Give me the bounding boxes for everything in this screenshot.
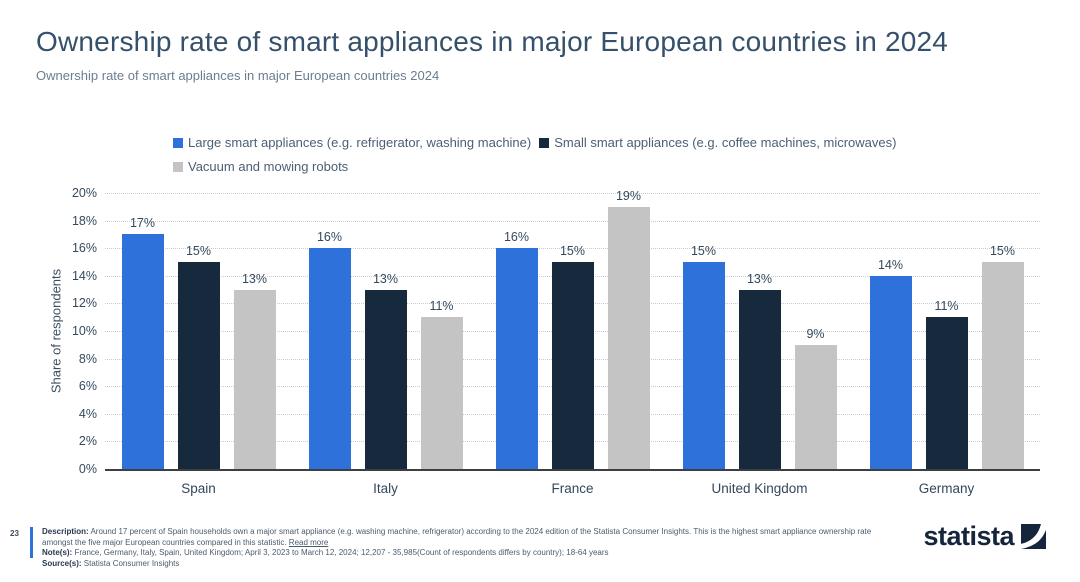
bar-group-germany: 14% 11% 15%	[853, 193, 1040, 469]
source-text: Statista Consumer Insights	[83, 558, 180, 568]
bar-value-label: 11%	[429, 299, 454, 314]
y-tick-label: 20%	[71, 186, 97, 200]
x-axis-label: Germany	[918, 481, 975, 496]
bar: 11%	[925, 299, 968, 469]
y-axis-ticks: 0% 2% 4% 6% 8% 10% 12% 14% 16% 18% 20%	[0, 186, 97, 476]
bar-group-united-kingdom: 15% 13% 9%	[666, 193, 853, 469]
legend-item-vacuum-robots: Vacuum and mowing robots	[173, 159, 348, 174]
bar-value-label: 15%	[185, 244, 212, 258]
gridline	[105, 248, 1040, 250]
legend-item-large-appliances: Large smart appliances (e.g. refrigerato…	[173, 135, 531, 150]
x-axis-label: Spain	[181, 481, 216, 496]
footer-notes: Description: Around 17 percent of Spain …	[42, 527, 887, 569]
bar: 13%	[233, 272, 276, 469]
y-tick-label: 12%	[71, 296, 97, 311]
bar-value-label: 13%	[241, 271, 268, 286]
x-axis-labels: Spain Italy France United Kingdom Germany	[105, 481, 1040, 501]
y-tick-label: 14%	[71, 268, 97, 283]
bar: 16%	[495, 230, 538, 469]
bar-value-label: 9%	[806, 326, 825, 341]
bar: 15%	[682, 244, 725, 469]
x-axis-label: France	[551, 481, 594, 496]
description-label: Description:	[42, 527, 89, 536]
y-tick-label: 0%	[78, 462, 97, 476]
y-tick-label: 4%	[78, 406, 97, 421]
y-tick-label: 18%	[71, 213, 97, 228]
legend-row: Large smart appliances (e.g. refrigerato…	[173, 135, 904, 150]
legend-label: Small smart appliances (e.g. coffee mach…	[554, 135, 897, 150]
footer-accent-bar	[30, 527, 33, 558]
note-text: France, Germany, Italy, Spain, United Ki…	[74, 548, 609, 558]
bar-value-label: 19%	[615, 188, 642, 203]
bar: 15%	[551, 244, 594, 469]
page-number: 23	[10, 529, 19, 538]
bar-group-italy: 16% 13% 11%	[292, 193, 479, 469]
bar: 19%	[607, 189, 650, 469]
bar-value-label: 15%	[989, 244, 1016, 258]
statista-wordmark: statista	[923, 521, 1014, 551]
bar-value-label: 11%	[934, 299, 959, 314]
bar-group-spain: 17% 15% 13%	[105, 193, 292, 469]
legend-swatch-gray-icon	[173, 161, 183, 172]
y-tick-label: 8%	[78, 351, 97, 366]
legend-label: Large smart appliances (e.g. refrigerato…	[188, 135, 532, 150]
bar-value-label: 15%	[559, 244, 586, 258]
y-tick-label: 10%	[71, 324, 97, 338]
y-tick-label: 6%	[78, 379, 97, 394]
note-label: Note(s):	[42, 548, 73, 558]
page-title: Ownership rate of smart appliances in ma…	[36, 26, 949, 57]
bar: 15%	[981, 244, 1024, 469]
footer-source: Source(s): Statista Consumer Insights	[42, 559, 887, 570]
bar: 16%	[308, 230, 351, 469]
bar-value-label: 17%	[129, 216, 156, 231]
page-subtitle: Ownership rate of smart appliances in ma…	[36, 68, 440, 83]
bar: 17%	[121, 216, 164, 469]
legend-item-small-appliances: Small smart appliances (e.g. coffee mach…	[539, 135, 896, 150]
statista-swoosh-icon	[1021, 524, 1046, 549]
bar: 9%	[794, 327, 837, 469]
x-axis-label: Italy	[373, 481, 398, 496]
bar-value-label: 15%	[690, 244, 717, 258]
y-tick-label: 16%	[71, 241, 97, 256]
footer-note: Note(s): France, Germany, Italy, Spain, …	[42, 548, 887, 559]
bar: 13%	[364, 272, 407, 469]
bar-value-label: 13%	[746, 271, 773, 286]
gridline	[105, 220, 1040, 222]
legend-row: Vacuum and mowing robots	[173, 159, 904, 174]
bar-value-label: 13%	[372, 271, 399, 286]
bar: 15%	[177, 244, 220, 469]
legend-label: Vacuum and mowing robots	[188, 159, 349, 174]
statista-logo: statista	[923, 523, 1046, 550]
description-text: Around 17 percent of Spain households ow…	[42, 527, 872, 547]
y-tick-label: 2%	[78, 434, 97, 449]
legend-swatch-navy-icon	[539, 137, 550, 148]
read-more-link[interactable]: Read more	[288, 537, 329, 547]
x-axis-line	[105, 469, 1040, 471]
source-label: Source(s):	[42, 558, 82, 568]
footer-description: Description: Around 17 percent of Spain …	[42, 527, 887, 548]
bar-value-label: 16%	[316, 230, 343, 245]
bar: 13%	[738, 272, 781, 469]
bar-group-france: 16% 15% 19%	[479, 189, 666, 469]
gridline	[105, 193, 1040, 194]
bar: 11%	[420, 299, 463, 469]
bar-value-label: 14%	[877, 257, 904, 272]
x-axis-label: United Kingdom	[711, 481, 808, 496]
chart-legend: Large smart appliances (e.g. refrigerato…	[173, 135, 904, 183]
plot-area: 17% 15% 13% 16% 13% 11% 16% 15% 19% 15% 13% 9% 14% 11…	[105, 189, 1040, 471]
legend-swatch-blue-icon	[173, 137, 183, 148]
bar: 14%	[869, 258, 912, 469]
bar-value-label: 16%	[503, 230, 530, 245]
